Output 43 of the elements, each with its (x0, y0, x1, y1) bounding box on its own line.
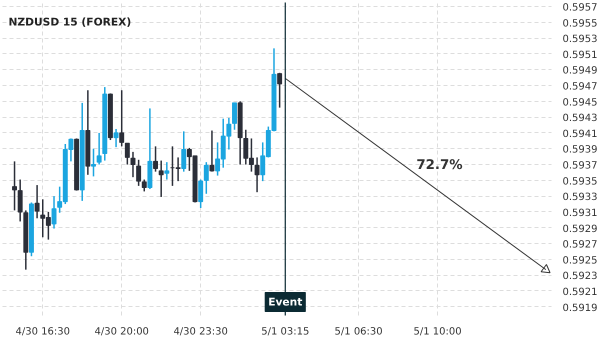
candlestick (34, 184, 40, 220)
annotation: 72.7% (416, 158, 463, 173)
x-tick-label: 4/30 16:30 (16, 326, 70, 338)
candlestick (158, 160, 164, 198)
y-tick-label: 0.5937 (562, 160, 598, 172)
x-tick-label: 4/30 20:00 (94, 326, 149, 338)
y-tick-label: 0.5941 (562, 128, 598, 140)
y-tick-label: 0.5949 (562, 66, 598, 77)
y-tick-label: 0.5935 (562, 176, 598, 188)
candlestick (142, 178, 147, 192)
y-tick-label: 0.5929 (562, 224, 598, 235)
y-tick-label: 0.5953 (562, 34, 598, 46)
y-tick-label: 0.5923 (562, 271, 598, 282)
candlestick (136, 159, 142, 187)
y-tick-label: 0.5947 (562, 81, 598, 92)
y-tick-label: 0.5919 (562, 302, 598, 314)
candlestick (254, 156, 260, 193)
x-tick-label: 5/1 10:00 (414, 326, 462, 338)
y-tick-label: 0.5931 (562, 208, 598, 219)
y-tick-label: 0.5951 (562, 50, 598, 61)
candlestick (91, 148, 96, 178)
candlestick (181, 130, 186, 172)
x-tick-label: 5/1 06:30 (334, 326, 383, 338)
y-tick-label: 0.5939 (562, 144, 598, 156)
candlestick (277, 72, 282, 108)
candlestick (96, 132, 102, 166)
y-tick-label: 0.5945 (562, 97, 598, 108)
x-tick-label: 5/1 03:15 (261, 326, 310, 338)
y-tick-label: 0.5927 (562, 240, 598, 251)
ref-line-label: Event (268, 296, 302, 308)
candlestick (153, 146, 158, 172)
y-tick-label: 0.5955 (562, 18, 598, 30)
candlestick (164, 161, 170, 180)
x-tick-label: 4/30 23:30 (173, 326, 228, 338)
y-tick-label: 0.5921 (562, 286, 598, 298)
y-tick-label: 0.5933 (562, 192, 598, 204)
candlestick (209, 130, 214, 172)
candlestick (114, 128, 119, 148)
candlestick (52, 195, 56, 230)
text: NZDUSD 15 (FOREX) (8, 16, 132, 28)
y-tick-label: 0.5957 (562, 2, 598, 14)
y-tick-label: 0.5925 (562, 255, 598, 266)
y-tick-label: 0.5943 (562, 113, 598, 124)
